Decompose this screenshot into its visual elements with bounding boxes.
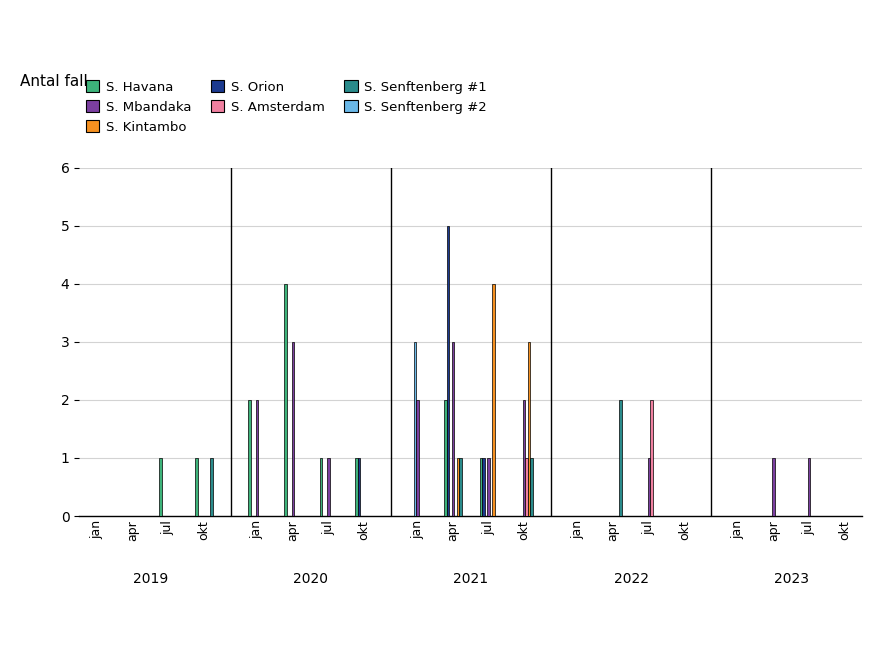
Bar [327,458,330,516]
Bar [256,400,259,516]
Text: 2020: 2020 [293,571,328,586]
Bar [457,458,459,516]
Bar [159,458,162,516]
Bar [195,458,198,516]
Bar [488,458,490,516]
Bar [248,400,251,516]
Bar [319,458,322,516]
Bar [620,400,622,516]
Text: 2022: 2022 [613,571,649,586]
Bar [531,458,533,516]
Bar [492,284,495,516]
Text: 2019: 2019 [133,571,168,586]
Bar [210,458,213,516]
Bar [284,284,287,516]
Bar [358,458,360,516]
Bar [482,458,485,516]
Bar [451,342,454,516]
Text: 2021: 2021 [453,571,488,586]
Bar [416,400,419,516]
Bar [525,458,528,516]
Text: 2023: 2023 [774,571,809,586]
Bar [480,458,482,516]
Bar [648,458,650,516]
Bar [291,342,294,516]
Bar [808,458,810,516]
Bar [447,226,450,516]
Text: Antal fall: Antal fall [20,74,88,88]
Bar [459,458,462,516]
Bar [444,400,447,516]
Bar [528,342,531,516]
Bar [523,400,525,516]
Bar [356,458,358,516]
Legend: S. Havana, S. Mbandaka, S. Kintambo, S. Orion, S. Amsterdam, S. Senftenberg #1, : S. Havana, S. Mbandaka, S. Kintambo, S. … [85,80,487,134]
Bar [414,342,416,516]
Bar [772,458,774,516]
Bar [650,400,653,516]
